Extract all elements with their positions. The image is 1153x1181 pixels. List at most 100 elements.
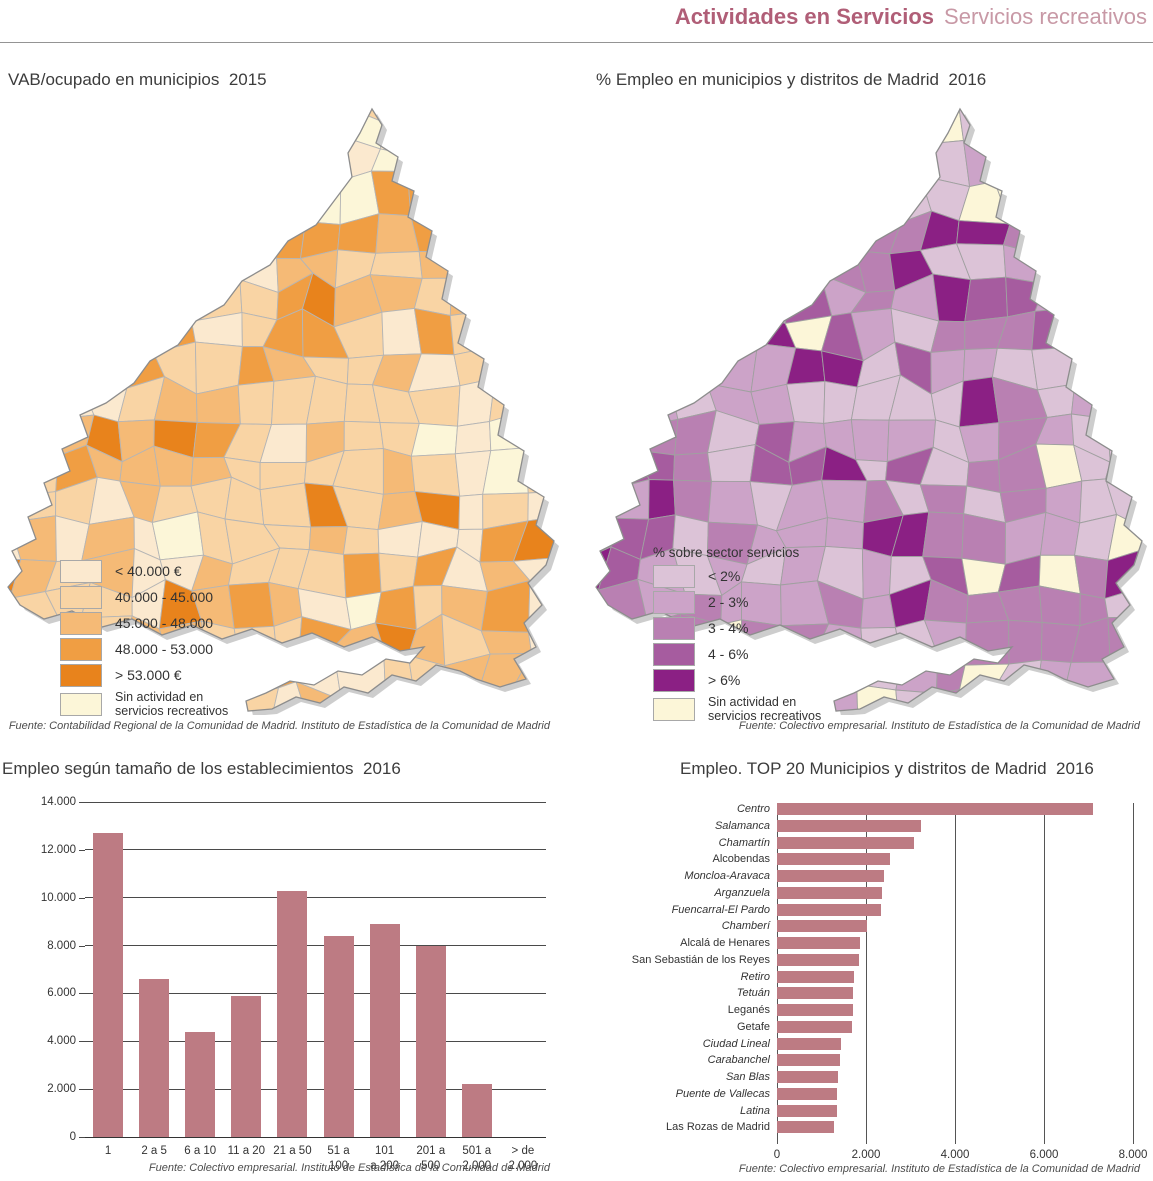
legend-swatch xyxy=(60,638,102,661)
x-tick-label: 11 a 20 xyxy=(227,1145,266,1157)
municipality-cell xyxy=(597,243,637,281)
municipality-cell xyxy=(742,109,783,119)
municipality-cell xyxy=(124,116,167,154)
bar xyxy=(777,987,853,1000)
municipality-cell xyxy=(121,282,170,322)
municipality-cell xyxy=(553,685,554,711)
municipality-cell xyxy=(45,110,96,158)
municipality-cell xyxy=(528,214,554,255)
bar xyxy=(93,833,124,1137)
municipality-cell xyxy=(374,585,417,631)
municipality-cell xyxy=(548,409,554,459)
municipality-cell xyxy=(597,95,640,107)
category-label: Tetuán xyxy=(736,987,770,1000)
municipality-cell xyxy=(8,275,11,318)
legend-label: > 6% xyxy=(708,672,741,689)
municipality-cell xyxy=(596,149,602,190)
municipality-cell xyxy=(8,350,20,391)
municipality-cell xyxy=(746,172,785,220)
municipality-cell xyxy=(202,141,231,189)
municipality-cell xyxy=(1145,278,1148,325)
municipality-cell xyxy=(9,278,55,319)
legend-label: 40.000 - 45.000 xyxy=(115,589,214,606)
municipality-cell xyxy=(961,513,1006,565)
municipality-cell xyxy=(382,689,415,711)
y-tick-label: 8.000 xyxy=(47,939,76,952)
municipality-cell xyxy=(994,686,1044,711)
legend-label: Sin actividad en servicios recreativos xyxy=(708,695,822,724)
bar xyxy=(777,903,881,916)
municipality-cell xyxy=(194,109,231,149)
gridline xyxy=(85,945,546,947)
municipality-cell xyxy=(552,557,554,594)
municipality-cell xyxy=(757,253,797,290)
municipality-cell xyxy=(1145,342,1148,390)
municipality-cell xyxy=(596,109,599,115)
legend-item: 3 - 4% xyxy=(653,617,821,640)
municipality-cell xyxy=(596,306,606,352)
header-rule xyxy=(0,42,1153,43)
municipality-cell xyxy=(264,175,307,223)
municipality-cell xyxy=(8,447,28,496)
municipality-cell xyxy=(81,352,131,389)
bar xyxy=(777,920,867,933)
municipality-cell xyxy=(994,116,1046,155)
municipality-cell xyxy=(1108,205,1139,246)
municipality-cell xyxy=(406,109,454,122)
municipality-cell xyxy=(49,385,95,421)
municipality-cell xyxy=(607,377,648,429)
municipality-cell xyxy=(596,109,602,155)
municipality-cell xyxy=(821,479,868,524)
municipality-cell xyxy=(552,274,554,312)
bar xyxy=(777,1054,840,1067)
municipality-cell xyxy=(958,109,1008,118)
y-tick-label: 10.000 xyxy=(40,891,76,904)
legend-item: 40.000 - 45.000 xyxy=(60,586,228,609)
legend-item: < 40.000 € xyxy=(60,560,228,583)
municipality-cell xyxy=(524,119,554,158)
municipality-cell xyxy=(667,353,721,385)
municipality-cell xyxy=(521,346,554,390)
municipality-cell xyxy=(1008,619,1043,665)
municipality-cell xyxy=(635,219,676,252)
municipality-cell xyxy=(457,377,496,427)
gridline xyxy=(85,849,546,851)
bar xyxy=(231,995,262,1137)
map-svg xyxy=(595,95,1148,715)
gridline xyxy=(954,803,956,1144)
municipality-cell xyxy=(548,350,554,390)
municipality-cell xyxy=(486,171,530,226)
municipality-cell xyxy=(672,312,721,361)
municipality-cell xyxy=(746,138,796,175)
category-label: Salamanca xyxy=(714,819,770,832)
municipality-cell xyxy=(523,447,554,494)
bar xyxy=(777,953,860,966)
x-tick-label: 1 xyxy=(104,1145,112,1157)
municipality-cell xyxy=(865,109,892,141)
municipality-cell xyxy=(603,210,648,252)
municipality-cell xyxy=(778,109,820,156)
map-empleo-legend: % sobre sector servicios < 2% 2 - 3% 3 - 4%… xyxy=(653,545,821,727)
page-subtitle: Servicios recreativos xyxy=(944,4,1147,29)
municipality-cell xyxy=(596,210,608,254)
gridline xyxy=(85,992,546,994)
bar xyxy=(777,1020,853,1033)
municipality-cell xyxy=(90,180,136,222)
municipality-cell xyxy=(861,548,892,600)
category-label: Puente de Vallecas xyxy=(675,1087,770,1100)
legend-item: 2 - 3% xyxy=(653,591,821,614)
bar-slot xyxy=(131,802,177,1137)
municipality-cell xyxy=(671,219,725,250)
municipality-cell xyxy=(956,220,1011,246)
legend-swatch xyxy=(60,586,102,609)
municipality-cell xyxy=(816,649,864,686)
municipality-cell xyxy=(486,214,530,250)
municipality-cell xyxy=(1145,656,1148,689)
bar xyxy=(777,870,884,882)
municipality-cell xyxy=(8,522,22,561)
municipality-cell xyxy=(259,136,316,183)
municipality-cell xyxy=(406,156,447,190)
legend-label: 2 - 3% xyxy=(708,594,749,611)
municipality-cell xyxy=(1137,181,1142,216)
municipality-cell xyxy=(669,171,721,222)
